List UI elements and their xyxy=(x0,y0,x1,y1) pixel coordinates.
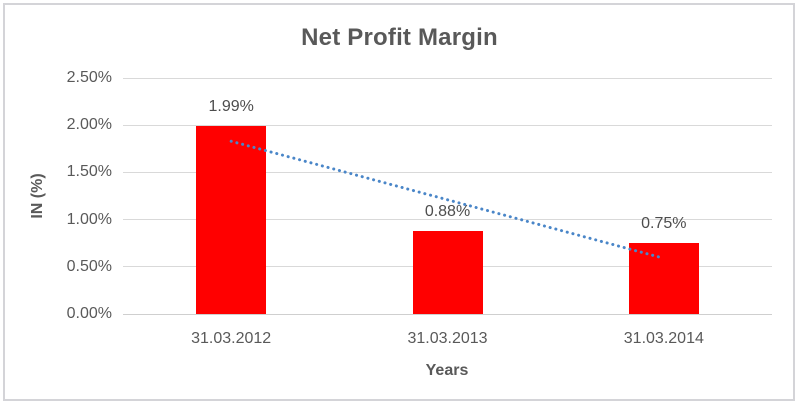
bar-value-label: 0.88% xyxy=(424,202,471,220)
x-axis-line xyxy=(123,313,772,315)
gridline xyxy=(123,124,772,126)
x-tick-label: 31.03.2014 xyxy=(623,330,704,347)
y-tick-label: 1.50% xyxy=(66,163,112,181)
y-tick-label: 2.50% xyxy=(66,69,112,86)
y-tick-label: 1.00% xyxy=(66,210,112,228)
x-tick-label: 31.03.2012 xyxy=(191,330,272,347)
y-tick-label: 0.50% xyxy=(66,257,112,275)
bar xyxy=(628,243,699,314)
y-tick-label: 2.00% xyxy=(66,116,112,134)
bar xyxy=(412,230,483,314)
bar-value-label: 1.99% xyxy=(208,98,254,116)
y-tick-label: 0.00% xyxy=(66,305,112,322)
gridline xyxy=(123,77,772,79)
bar-value-label: 0.75% xyxy=(641,215,687,233)
x-tick-label: 31.03.2013 xyxy=(407,330,488,347)
chart-title: Net Profit Margin xyxy=(301,24,498,51)
x-axis-title: Years xyxy=(425,362,469,379)
bar xyxy=(196,126,267,314)
